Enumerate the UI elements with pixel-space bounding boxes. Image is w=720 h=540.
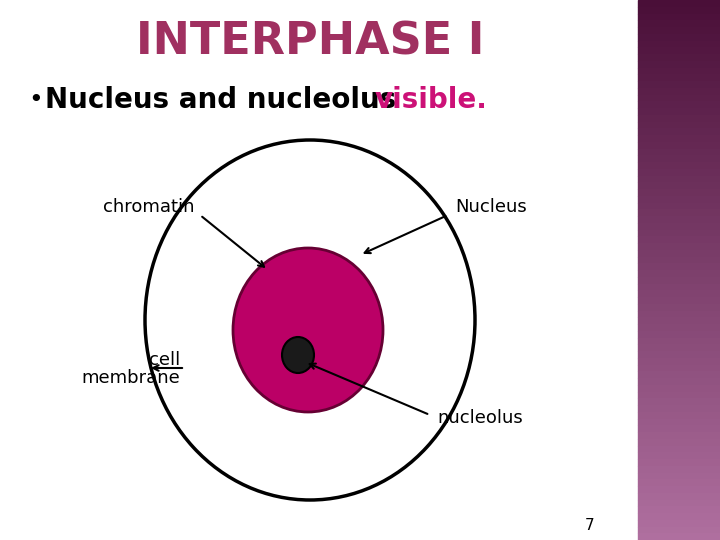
Bar bbox=[638, 128, 720, 135]
Bar bbox=[638, 148, 720, 156]
Bar bbox=[638, 176, 720, 183]
Bar bbox=[638, 384, 720, 391]
Ellipse shape bbox=[282, 337, 314, 373]
Bar bbox=[638, 183, 720, 189]
Bar bbox=[638, 351, 720, 357]
Bar bbox=[638, 81, 720, 87]
Bar bbox=[638, 6, 720, 14]
Text: Nucleus and nucleolus: Nucleus and nucleolus bbox=[45, 86, 406, 114]
Bar bbox=[638, 357, 720, 364]
Bar bbox=[638, 426, 720, 432]
Bar bbox=[638, 317, 720, 324]
Bar bbox=[638, 378, 720, 384]
Bar bbox=[638, 453, 720, 459]
Bar bbox=[638, 33, 720, 40]
Text: cell: cell bbox=[149, 351, 180, 369]
Bar bbox=[638, 237, 720, 243]
Bar bbox=[638, 216, 720, 222]
Bar bbox=[638, 297, 720, 303]
Bar bbox=[638, 256, 720, 263]
Bar bbox=[638, 189, 720, 195]
Bar bbox=[638, 399, 720, 405]
Bar bbox=[638, 47, 720, 54]
Bar bbox=[638, 249, 720, 256]
Bar bbox=[638, 345, 720, 351]
Bar bbox=[638, 162, 720, 168]
Bar bbox=[638, 534, 720, 540]
Bar bbox=[638, 74, 720, 81]
Bar bbox=[638, 500, 720, 507]
Bar bbox=[638, 372, 720, 378]
Bar bbox=[638, 156, 720, 162]
Bar bbox=[638, 222, 720, 230]
Bar bbox=[638, 202, 720, 209]
Bar bbox=[638, 14, 720, 20]
Bar bbox=[638, 486, 720, 492]
Bar bbox=[638, 54, 720, 60]
Bar bbox=[638, 459, 720, 465]
Bar bbox=[638, 392, 720, 399]
Bar bbox=[638, 60, 720, 68]
Bar bbox=[638, 310, 720, 317]
Bar bbox=[638, 168, 720, 176]
Bar bbox=[638, 195, 720, 202]
Bar bbox=[638, 270, 720, 276]
Bar bbox=[638, 330, 720, 338]
Text: •: • bbox=[28, 88, 42, 112]
Bar bbox=[638, 94, 720, 102]
Bar bbox=[638, 243, 720, 249]
Bar bbox=[638, 480, 720, 486]
Bar bbox=[638, 472, 720, 480]
Bar bbox=[638, 432, 720, 438]
Bar bbox=[638, 492, 720, 500]
Bar bbox=[638, 324, 720, 330]
Bar bbox=[638, 526, 720, 534]
Bar bbox=[638, 291, 720, 297]
Ellipse shape bbox=[233, 248, 383, 412]
Bar bbox=[638, 27, 720, 33]
Bar bbox=[638, 135, 720, 141]
Bar bbox=[638, 513, 720, 519]
Bar bbox=[638, 465, 720, 472]
Bar bbox=[638, 284, 720, 291]
Bar bbox=[638, 230, 720, 237]
Bar bbox=[638, 446, 720, 453]
Bar bbox=[638, 405, 720, 411]
Bar bbox=[638, 115, 720, 122]
Text: visible.: visible. bbox=[375, 86, 488, 114]
Bar bbox=[638, 364, 720, 372]
Bar bbox=[638, 507, 720, 513]
Bar bbox=[638, 20, 720, 27]
Bar bbox=[638, 209, 720, 216]
Bar bbox=[638, 108, 720, 115]
Bar bbox=[638, 438, 720, 445]
Bar bbox=[638, 68, 720, 74]
Bar bbox=[638, 87, 720, 94]
Text: 7: 7 bbox=[585, 517, 595, 532]
Bar bbox=[638, 303, 720, 310]
Text: nucleolus: nucleolus bbox=[437, 409, 523, 427]
Bar bbox=[638, 122, 720, 128]
Bar bbox=[638, 102, 720, 108]
Bar bbox=[638, 418, 720, 426]
Bar bbox=[638, 0, 720, 6]
Bar bbox=[638, 519, 720, 526]
Bar bbox=[638, 276, 720, 284]
Bar bbox=[638, 263, 720, 270]
Text: INTERPHASE I: INTERPHASE I bbox=[136, 21, 484, 64]
Bar bbox=[638, 40, 720, 47]
Text: membrane: membrane bbox=[81, 369, 180, 387]
Bar bbox=[638, 411, 720, 418]
Text: Nucleus: Nucleus bbox=[455, 198, 527, 216]
Bar bbox=[638, 338, 720, 345]
Text: chromatin: chromatin bbox=[104, 198, 195, 216]
Bar bbox=[638, 141, 720, 149]
